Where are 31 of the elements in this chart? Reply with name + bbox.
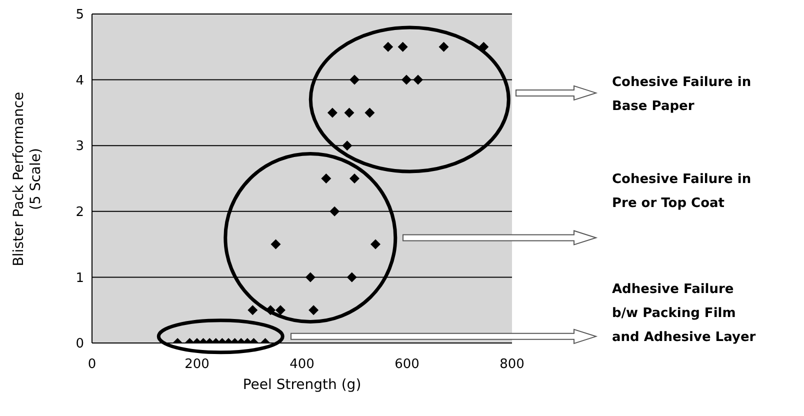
point (364, 108, 375, 118)
text: Adhesive Failure b/w Packing Film and Adhesive Layer (612, 281, 757, 348)
point (344, 108, 354, 118)
point (383, 42, 394, 52)
x-tick-label: 0 (88, 357, 96, 372)
point (327, 108, 338, 118)
point (438, 42, 449, 52)
x-tick-label: 800 (500, 357, 524, 372)
y-tick-label: 5 (76, 8, 84, 23)
point (413, 74, 424, 85)
x-axis-title: Peel Strength (g) (242, 377, 362, 393)
point (330, 206, 340, 216)
y-axis-title: Blister Pack Performance (5 Scale) (11, 90, 45, 268)
point (398, 42, 408, 52)
x-tick-label: 200 (184, 357, 210, 372)
point (270, 239, 281, 250)
text: Cohesive Failure in Base Paper (612, 74, 752, 116)
x-tick-label: 400 (290, 357, 314, 372)
y-tick-label: 0 (76, 336, 84, 352)
y-tick-label: 4 (76, 73, 84, 88)
point (350, 174, 360, 184)
point (370, 239, 380, 250)
y-tick-label: 1 (76, 270, 84, 286)
point (342, 140, 352, 151)
point (350, 74, 360, 85)
x-tick-label: 600 (394, 357, 420, 372)
point (401, 74, 412, 85)
point (321, 174, 332, 184)
text: Cohesive Failure in Pre or Top Coat (612, 170, 752, 213)
y-tick-label: 3 (76, 139, 84, 154)
y-tick-label: 2 (76, 205, 84, 220)
